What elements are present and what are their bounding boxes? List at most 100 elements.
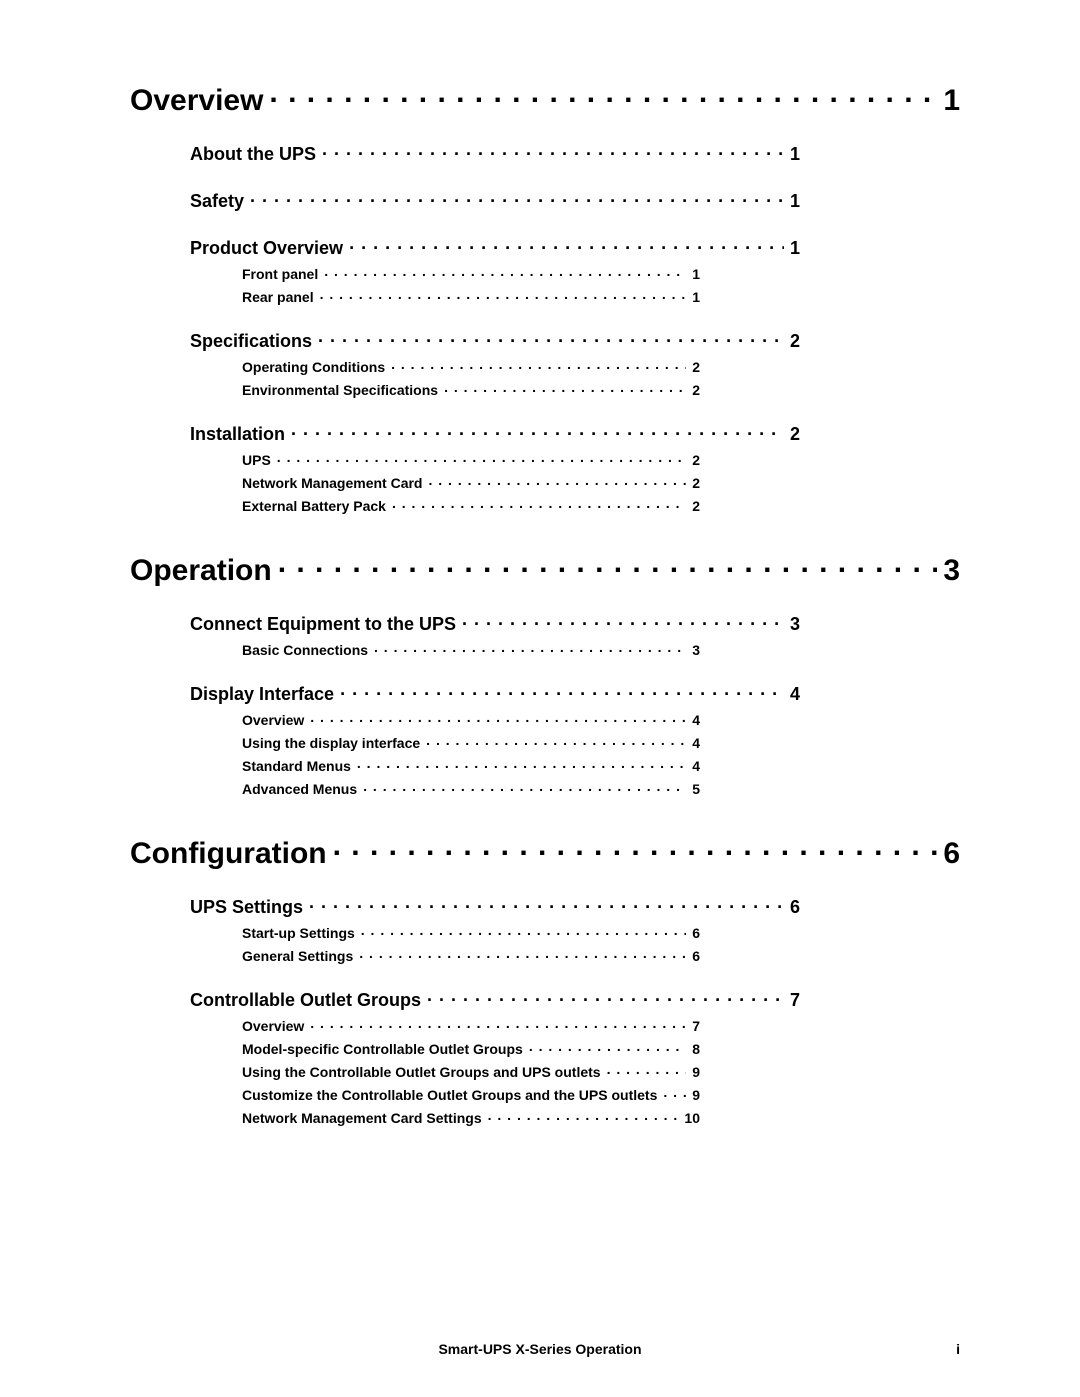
toc-entry: Connect Equipment to the UPS 3 (190, 612, 800, 635)
toc-title: Customize the Controllable Outlet Groups… (242, 1087, 657, 1103)
toc-entry: Operating Conditions2 (242, 358, 700, 375)
toc-title: Start-up Settings (242, 925, 355, 941)
toc-page-number: 3 (692, 642, 700, 658)
footer-page-number: i (956, 1341, 960, 1357)
toc-title: Overview (242, 712, 304, 728)
toc-title: Using the display interface (242, 735, 420, 751)
toc-title: Product Overview (190, 238, 343, 259)
toc-page-number: 6 (692, 948, 700, 964)
toc-title: Overview (242, 1018, 304, 1034)
toc-entry: Standard Menus 4 (242, 757, 700, 774)
dot-leader (309, 895, 784, 913)
toc-page-number: 3 (790, 614, 800, 635)
toc-title: UPS (242, 452, 271, 468)
toc-entry: Operation3 (130, 550, 960, 588)
toc-entry: Front panel 1 (242, 265, 700, 282)
toc-entry: Using the Controllable Outlet Groups and… (242, 1063, 700, 1080)
toc-title: Environmental Specifications (242, 382, 438, 398)
toc-entry: General Settings6 (242, 947, 700, 964)
toc-entry: Rear panel 1 (242, 288, 700, 305)
toc-entry: Model-specific Controllable Outlet Group… (242, 1040, 700, 1057)
toc-page-number: 4 (692, 758, 700, 774)
toc-title: Safety (190, 191, 244, 212)
toc-entry: UPS2 (242, 451, 700, 468)
dot-leader (663, 1086, 686, 1100)
toc-title: Basic Connections (242, 642, 368, 658)
dot-leader (444, 381, 686, 395)
dot-leader (392, 497, 686, 511)
toc-entry: External Battery Pack2 (242, 497, 700, 514)
toc-title: Configuration (130, 837, 327, 871)
toc-page-number: 1 (943, 84, 960, 118)
dot-leader (374, 641, 686, 655)
dot-leader (488, 1109, 679, 1123)
toc-title: Overview (130, 84, 263, 118)
toc-page-number: 6 (943, 837, 960, 871)
toc-page-number: 9 (692, 1064, 700, 1080)
toc-entry: Using the display interface 4 (242, 734, 700, 751)
dot-leader (250, 189, 784, 207)
dot-leader (333, 833, 938, 863)
toc-page-number: 7 (790, 990, 800, 1011)
footer-title: Smart-UPS X-Series Operation (438, 1341, 641, 1357)
toc-title: Network Management Card Settings (242, 1110, 482, 1126)
dot-leader (320, 288, 687, 302)
toc-page-number: 4 (692, 712, 700, 728)
dot-leader (349, 236, 784, 254)
toc-entry: Environmental Specifications 2 (242, 381, 700, 398)
toc-page-number: 10 (684, 1110, 700, 1126)
dot-leader (359, 947, 686, 961)
toc-entry: Basic Connections 3 (242, 641, 700, 658)
toc-title: Standard Menus (242, 758, 351, 774)
toc-title: Network Management Card (242, 475, 422, 491)
toc-entry: Network Management Card 2 (242, 474, 700, 491)
toc-page-number: 2 (790, 331, 800, 352)
toc-page-number: 4 (692, 735, 700, 751)
dot-leader (291, 422, 784, 440)
toc-page-number: 9 (692, 1087, 700, 1103)
toc-page: Overview1About the UPS1Safety1Product Ov… (0, 0, 1080, 1397)
toc-entry: Network Management Card Settings 10 (242, 1109, 700, 1126)
toc-entry: Overview 7 (242, 1017, 700, 1034)
toc-page-number: 2 (692, 382, 700, 398)
toc-page-number: 1 (692, 289, 700, 305)
toc-page-number: 2 (692, 475, 700, 491)
dot-leader (277, 451, 686, 465)
dot-leader (462, 612, 784, 630)
dot-leader (269, 80, 937, 110)
toc-page-number: 2 (790, 424, 800, 445)
dot-leader (607, 1063, 687, 1077)
toc-title: Controllable Outlet Groups (190, 990, 421, 1011)
toc-entry: Configuration 6 (130, 833, 960, 871)
toc-title: Connect Equipment to the UPS (190, 614, 456, 635)
toc-title: Using the Controllable Outlet Groups and… (242, 1064, 601, 1080)
toc-page-number: 1 (790, 144, 800, 165)
toc-entry: About the UPS1 (190, 142, 800, 165)
dot-leader (310, 711, 686, 725)
toc-entry: UPS Settings6 (190, 895, 800, 918)
toc-title: Rear panel (242, 289, 314, 305)
toc-page-number: 1 (790, 238, 800, 259)
toc-entry: Installation2 (190, 422, 800, 445)
toc-page-number: 7 (692, 1018, 700, 1034)
toc-title: Specifications (190, 331, 312, 352)
toc-title: Model-specific Controllable Outlet Group… (242, 1041, 523, 1057)
toc-title: Operation (130, 554, 272, 588)
toc-title: Operating Conditions (242, 359, 385, 375)
toc-title: Display Interface (190, 684, 334, 705)
dot-leader (391, 358, 686, 372)
dot-leader (428, 474, 686, 488)
toc-entry: Safety1 (190, 189, 800, 212)
toc-container: Overview1About the UPS1Safety1Product Ov… (130, 80, 960, 1126)
toc-page-number: 2 (692, 498, 700, 514)
toc-entry: Start-up Settings 6 (242, 924, 700, 941)
toc-page-number: 6 (692, 925, 700, 941)
toc-page-number: 4 (790, 684, 800, 705)
toc-title: Front panel (242, 266, 318, 282)
dot-leader (529, 1040, 686, 1054)
toc-entry: Controllable Outlet Groups 7 (190, 988, 800, 1011)
toc-page-number: 1 (692, 266, 700, 282)
page-footer: Smart-UPS X-Series Operation i (0, 1341, 1080, 1357)
toc-title: UPS Settings (190, 897, 303, 918)
dot-leader (357, 757, 686, 771)
